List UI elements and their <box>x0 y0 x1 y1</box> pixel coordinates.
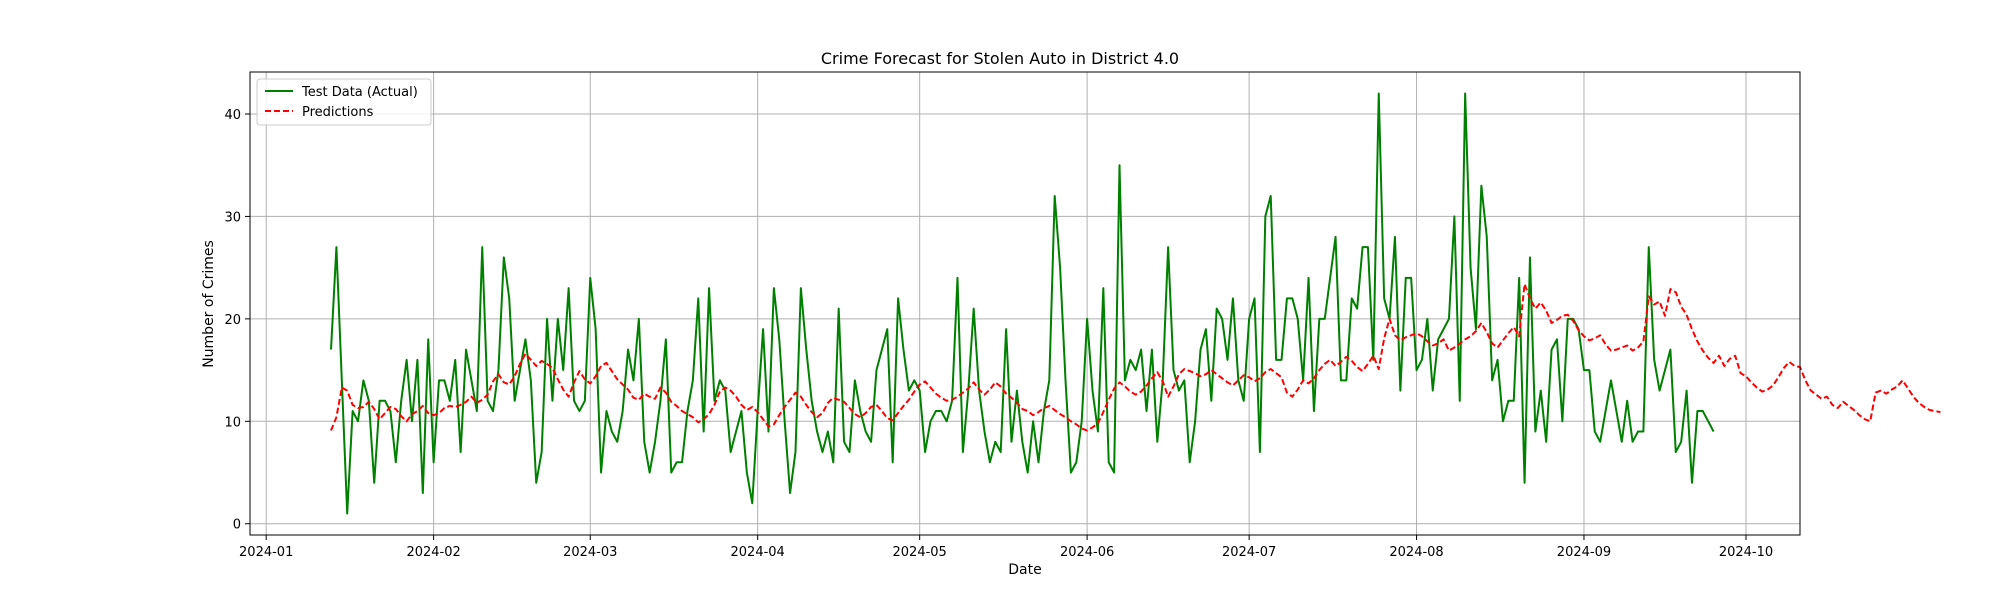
axis-ticks: 2024-01 2024-02 2024-03 2024-04 2024-05 2024-… <box>224 108 1773 560</box>
y-axis-label: Number of Crimes <box>201 240 217 368</box>
x-tick-label: 2024-08 <box>1389 545 1443 560</box>
x-axis-label: Date <box>1008 562 1041 578</box>
legend-box <box>256 78 432 126</box>
y-tick-label: 0 <box>233 518 241 533</box>
y-tick-label: 10 <box>224 415 241 430</box>
x-tick-label: 2024-07 <box>1222 545 1276 560</box>
x-tick-label: 2024-04 <box>731 545 785 560</box>
x-tick-label: 2024-03 <box>563 545 617 560</box>
legend-predictions-label: Predictions <box>302 105 374 120</box>
x-tick-label: 2024-01 <box>239 545 293 560</box>
legend: Test Data (Actual) Predictions <box>256 78 432 126</box>
y-tick-label: 30 <box>224 210 241 225</box>
series-group <box>330 92 1941 515</box>
series-line-predictions <box>330 283 1941 432</box>
grid <box>250 72 1800 535</box>
x-tick-label: 2024-10 <box>1719 545 1773 560</box>
x-tick-label: 2024-02 <box>406 545 460 560</box>
legend-actual-label: Test Data (Actual) <box>301 85 418 100</box>
y-tick-label: 40 <box>224 108 241 123</box>
x-tick-label: 2024-09 <box>1557 545 1611 560</box>
x-tick-label: 2024-05 <box>893 545 947 560</box>
y-tick-label: 20 <box>224 313 241 328</box>
plot-frame <box>249 71 1801 536</box>
series-line-actual <box>330 92 1715 515</box>
x-tick-label: 2024-06 <box>1060 545 1114 560</box>
chart-title: Crime Forecast for Stolen Auto in Distri… <box>821 49 1179 68</box>
